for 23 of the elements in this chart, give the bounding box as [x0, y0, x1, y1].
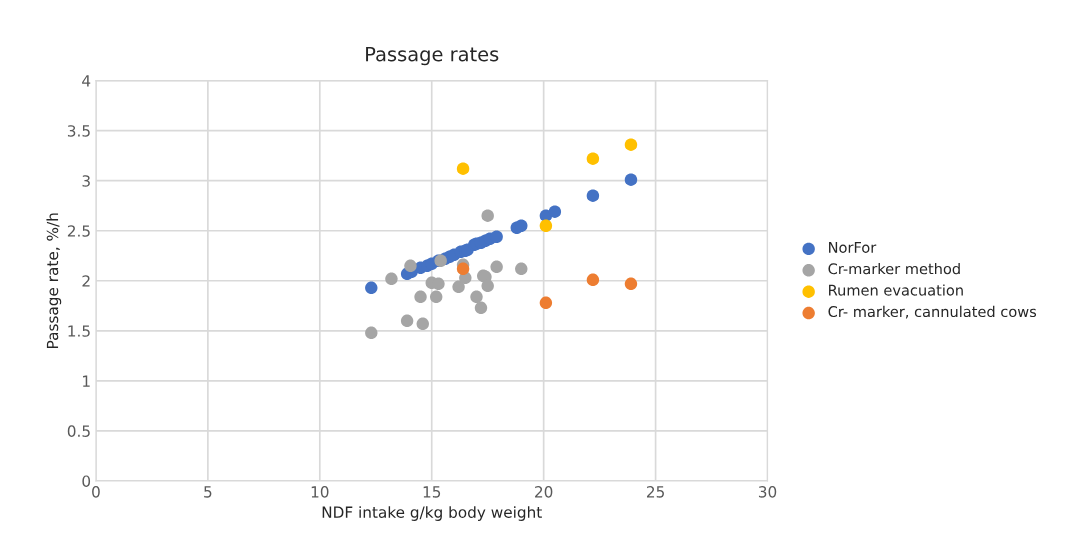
x-tick-label: 25: [646, 486, 664, 498]
chart-title: Passage rates: [366, 47, 499, 66]
x-tick-label: 10: [311, 486, 329, 498]
y-tick-label: 3: [82, 175, 90, 187]
y-tick-label: 2: [82, 275, 90, 287]
legend-label: Cr-marker method: [828, 263, 960, 275]
y-axis-title: Passage rate, %/h: [46, 213, 62, 348]
legend-label: NorFor: [829, 242, 877, 253]
x-tick-label: 15: [423, 486, 441, 498]
y-tick-label: 3.5: [67, 125, 90, 137]
y-tick-label: 4: [82, 75, 91, 87]
legend-label: Rumen evacuation: [829, 284, 963, 296]
x-tick-label: 30: [758, 486, 777, 498]
y-tick-label: 1: [83, 375, 90, 387]
y-tick-label: 0: [82, 475, 91, 487]
y-tick-label: 0.5: [67, 425, 90, 437]
x-axis-title: NDF intake g/kg body weight: [322, 506, 542, 521]
legend-label: Cr- marker, cannulated cows: [828, 305, 1037, 319]
x-tick-label: 5: [204, 486, 212, 498]
y-tick-label: 1.5: [68, 325, 90, 337]
x-tick-label: 20: [535, 486, 553, 498]
x-tick-label: 0: [92, 486, 100, 498]
y-tick-label: 2.5: [67, 225, 90, 237]
